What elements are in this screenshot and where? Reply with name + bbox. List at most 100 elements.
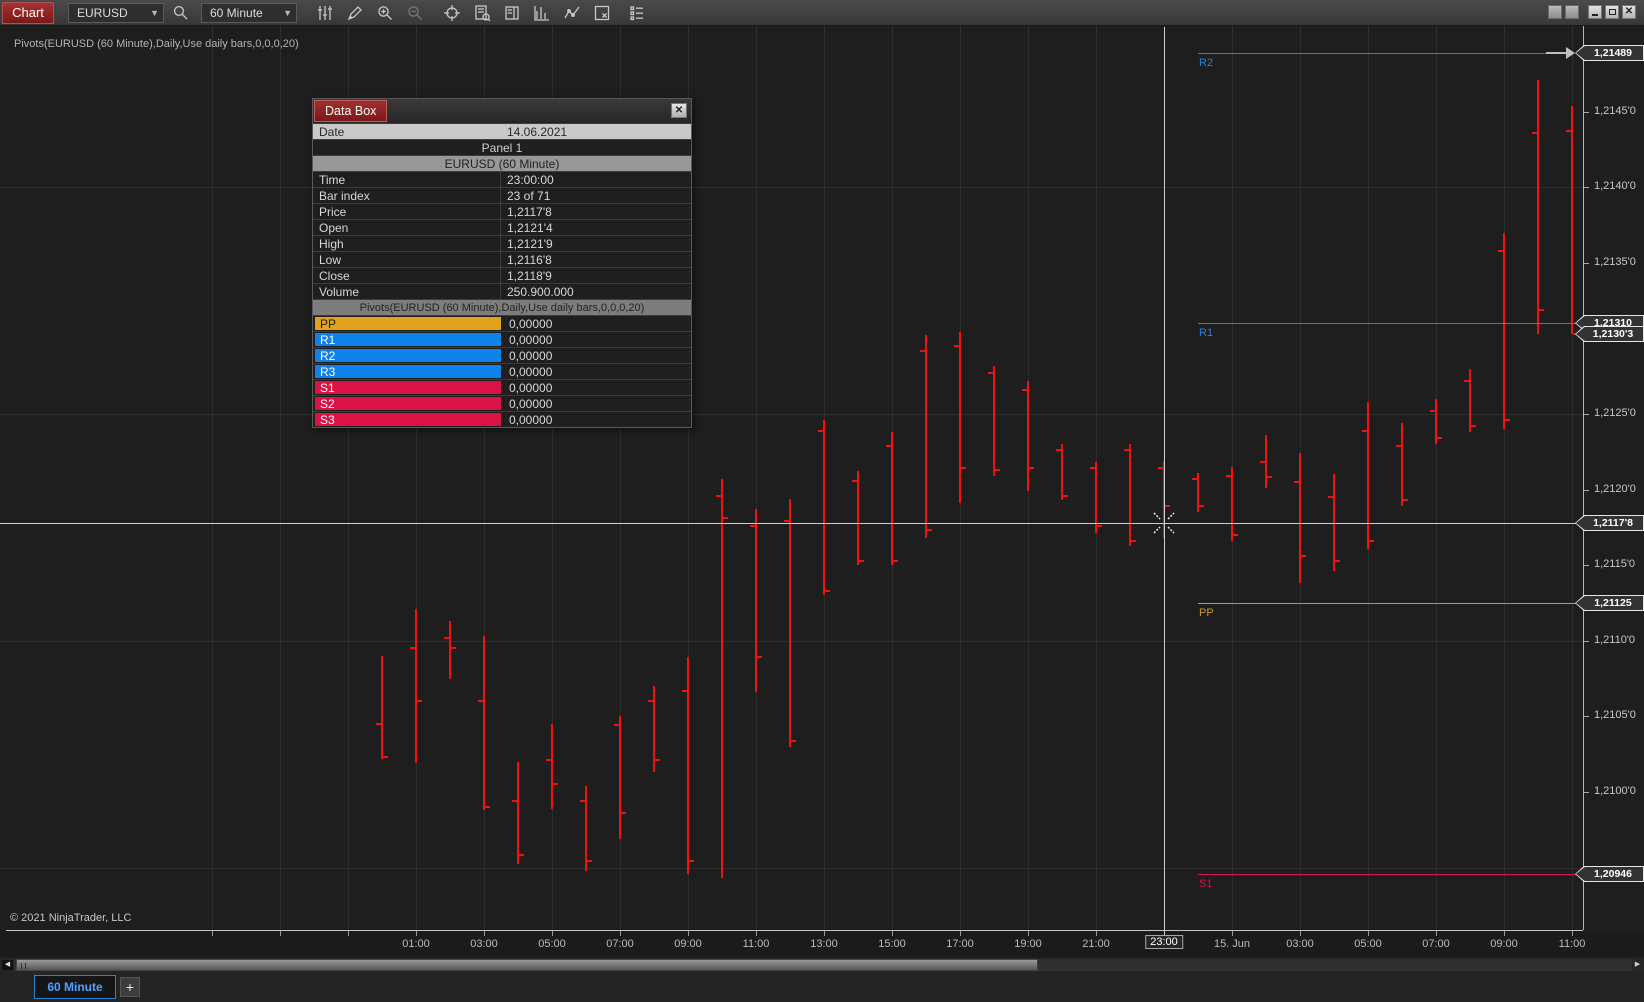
- price-tick: [1584, 490, 1589, 491]
- time-axis[interactable]: 01:00 03:00 05:00 07:00 09:00 11:00 13:00 15:00…: [0, 930, 1644, 957]
- chart-plot-area[interactable]: Pivots(EURUSD (60 Minute),Daily,Use dail…: [0, 26, 1583, 930]
- vertical-gridline: [484, 26, 485, 930]
- bar-open-tick: [1532, 132, 1537, 134]
- field-value: 1,2117'8: [507, 204, 552, 219]
- add-tab-button[interactable]: +: [120, 977, 140, 997]
- bar-open-tick: [1192, 478, 1197, 480]
- bar-close-tick: [1165, 505, 1170, 507]
- price-bar: [789, 499, 791, 747]
- data-box-field-row: Time 23:00:00: [313, 171, 691, 187]
- tab-60-minute[interactable]: 60 Minute: [34, 975, 116, 999]
- bar-open-tick: [1056, 449, 1061, 451]
- minimize-icon[interactable]: [1588, 5, 1602, 19]
- data-box-icon[interactable]: [470, 2, 494, 24]
- bar-open-tick: [852, 480, 857, 482]
- zoom-in-icon[interactable]: [373, 2, 397, 24]
- window-button-2[interactable]: [1565, 5, 1579, 19]
- time-tick-label: 15. Jun: [1213, 938, 1251, 950]
- bar-type-icon[interactable]: [530, 2, 554, 24]
- scroll-right-icon[interactable]: ▶: [1634, 961, 1641, 968]
- horizontal-scrollbar[interactable]: ◀ ▶: [0, 958, 1644, 972]
- crosshair-icon[interactable]: [440, 2, 464, 24]
- price-bar: [517, 762, 519, 864]
- arrow-right-icon: [1546, 47, 1575, 59]
- price-bar: [959, 332, 961, 503]
- pivots-header-label: Pivots(EURUSD (60 Minute),Daily,Use dail…: [359, 301, 645, 314]
- bar-close-tick: [1063, 495, 1068, 497]
- bar-close-tick: [1267, 476, 1272, 478]
- bar-close-tick: [995, 469, 1000, 471]
- time-axis-line: [6, 930, 1583, 931]
- bar-close-tick: [1539, 309, 1544, 311]
- data-box-pivot-row: R2 0,00000: [313, 347, 691, 363]
- price-tick: [1584, 187, 1589, 188]
- bar-open-tick: [1294, 481, 1299, 483]
- time-tick-label: 09:00: [1490, 938, 1518, 950]
- time-tick: [756, 931, 757, 936]
- instrument-label: EURUSD (60 Minute): [444, 156, 560, 171]
- data-box-pivot-row: S3 0,00000: [313, 411, 691, 427]
- time-tick-label: 07:00: [606, 938, 634, 950]
- price-bar: [1401, 423, 1403, 506]
- pivot-line-r1: [1198, 323, 1583, 324]
- bar-open-tick: [750, 525, 755, 527]
- price-tick-label: 1,2105'0: [1594, 709, 1636, 721]
- bar-open-tick: [444, 637, 449, 639]
- price-tick-label: 1,2110'0: [1594, 634, 1636, 646]
- data-box-window[interactable]: Data Box ✕ Date 14.06.2021 Panel 1 EURUS…: [312, 98, 692, 428]
- chart-trader-icon[interactable]: [500, 2, 524, 24]
- price-tick-label: 1,2140'0: [1594, 180, 1636, 192]
- time-tick-label: 03:00: [1286, 938, 1314, 950]
- pivot-value: 0,00000: [509, 316, 553, 331]
- scrollbar-thumb[interactable]: [16, 959, 1038, 971]
- data-box-titlebar[interactable]: Data Box ✕: [313, 99, 691, 123]
- time-tick: [960, 931, 961, 936]
- bar-close-tick: [1505, 419, 1510, 421]
- vertical-gridline: [416, 26, 417, 930]
- price-tick: [1584, 716, 1589, 717]
- field-value: 1,2116'8: [507, 252, 552, 267]
- pivot-value: 0,00000: [509, 396, 553, 411]
- draw-icon[interactable]: [343, 2, 367, 24]
- field-label: Open: [313, 220, 501, 235]
- chart-menu-button[interactable]: Chart: [2, 1, 54, 24]
- restore-icon[interactable]: [1605, 5, 1619, 19]
- price-tag-text: 1,2117'8: [1576, 516, 1643, 530]
- close-icon[interactable]: ✕: [1622, 5, 1636, 19]
- search-icon[interactable]: [168, 2, 192, 24]
- bar-close-tick: [859, 560, 864, 562]
- properties-icon[interactable]: [625, 2, 649, 24]
- field-value: 250.900.000: [507, 284, 574, 299]
- price-tag-last-price: 1,2130'3: [1575, 326, 1644, 342]
- window-button-1[interactable]: [1548, 5, 1562, 19]
- bar-close-tick: [553, 783, 558, 785]
- price-bar: [1129, 444, 1131, 546]
- symbol-combo[interactable]: EURUSD ▼: [68, 2, 164, 23]
- tab-bar: 60 Minute +: [0, 972, 1644, 1002]
- indicators-icon[interactable]: [313, 2, 337, 24]
- price-tick-label: 1,2100'0: [1594, 785, 1636, 797]
- data-box-field-row: Volume 250.900.000: [313, 283, 691, 299]
- interval-combo[interactable]: 60 Minute ▼: [201, 2, 297, 23]
- vertical-gridline: [620, 26, 621, 930]
- vertical-gridline: [1504, 26, 1505, 930]
- bar-open-tick: [1464, 380, 1469, 382]
- field-label: Bar index: [313, 188, 501, 203]
- zoom-out-icon[interactable]: [403, 2, 427, 24]
- pivot-line-s1: [1198, 874, 1583, 875]
- price-tick: [1584, 112, 1589, 113]
- trendline-icon[interactable]: [560, 2, 584, 24]
- bar-close-tick: [621, 812, 626, 814]
- window-controls: ✕: [1548, 5, 1636, 19]
- panel-label: Panel 1: [481, 140, 523, 155]
- time-tick: [348, 931, 349, 936]
- snapshot-icon[interactable]: [590, 2, 614, 24]
- scroll-left-icon[interactable]: ◀: [2, 960, 13, 970]
- price-axis[interactable]: 1,2145'0 1,2140'0 1,2135'0 1,2125'0 1,2120'0…: [1575, 26, 1644, 930]
- pivot-value: 0,00000: [509, 380, 553, 395]
- pivot-label: S2: [315, 397, 501, 411]
- time-tick: [824, 931, 825, 936]
- close-icon[interactable]: ✕: [671, 103, 687, 118]
- data-box-pivot-row: R3 0,00000: [313, 363, 691, 379]
- bar-open-tick: [818, 430, 823, 432]
